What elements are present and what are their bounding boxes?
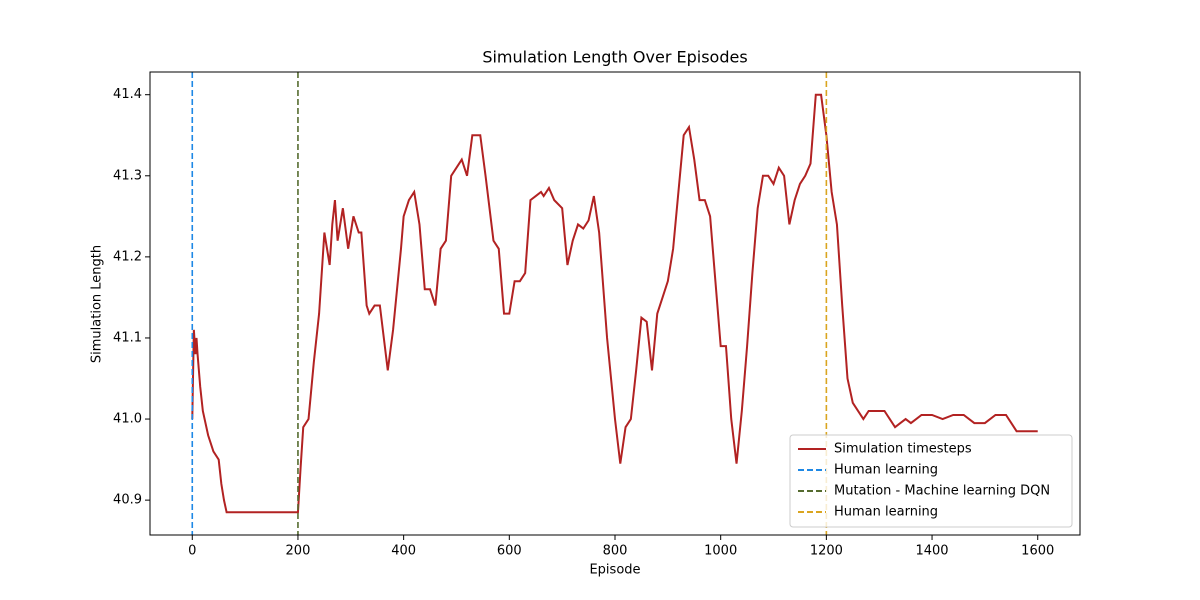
- x-tick-label: 1000: [704, 544, 737, 559]
- chart-title: Simulation Length Over Episodes: [482, 48, 747, 67]
- x-tick-label: 600: [497, 544, 522, 559]
- x-tick-label: 1600: [1021, 544, 1054, 559]
- legend-label: Human learning: [834, 463, 938, 478]
- x-tick-label: 200: [286, 544, 311, 559]
- y-tick-label: 41.4: [113, 87, 142, 102]
- y-tick-label: 41.0: [113, 412, 142, 427]
- y-tick-label: 41.1: [113, 330, 142, 345]
- legend: Simulation timesteps Human learning Mutati…: [789, 434, 1073, 528]
- x-axis-label: Episode: [589, 563, 640, 578]
- legend-box: [789, 434, 1073, 528]
- x-tick-label: 400: [391, 544, 416, 559]
- y-axis-label: Simulation Length: [90, 245, 105, 363]
- legend-label: Simulation timesteps: [834, 442, 972, 457]
- y-tick-label: 40.9: [113, 493, 142, 508]
- legend-label: Human learning: [834, 505, 938, 520]
- x-tick-label: 800: [603, 544, 628, 559]
- y-tick-label: 41.2: [113, 249, 142, 264]
- y-tick-label: 41.3: [113, 168, 142, 183]
- x-tick-label: 1400: [915, 544, 948, 559]
- x-tick-label: 0: [188, 544, 196, 559]
- legend-label: Mutation - Machine learning DQN: [834, 484, 1050, 499]
- data-line: [191, 93, 1038, 514]
- plot-frame: [149, 71, 1081, 536]
- x-tick-label: 1200: [810, 544, 843, 559]
